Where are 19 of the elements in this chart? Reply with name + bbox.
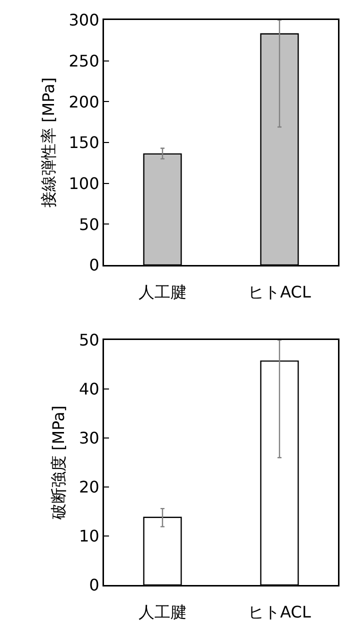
y-tick-label: 0 xyxy=(89,256,100,275)
y-axis-title: 接線弾性率 [MPa] xyxy=(38,77,58,208)
x-tick-label: ヒトACL xyxy=(248,602,311,622)
y-tick-label: 50 xyxy=(78,330,100,350)
y-tick-label: 0 xyxy=(89,576,100,595)
y-tick-label: 150 xyxy=(68,133,100,152)
x-tick-label: 人工腱 xyxy=(138,602,186,622)
y-axis-title: 破断強度 [MPa] xyxy=(49,405,68,521)
y-tick-label: 200 xyxy=(68,92,100,112)
y-tick-label: 50 xyxy=(78,214,100,234)
y-tick-label: 10 xyxy=(78,526,100,546)
y-tick-label: 100 xyxy=(68,174,100,193)
y-tick-label: 250 xyxy=(68,51,100,70)
y-tick-label: 40 xyxy=(78,380,100,399)
y-tick-label: 30 xyxy=(78,428,100,448)
x-tick-label: ヒトACL xyxy=(248,282,311,302)
x-tick-label: 人工腱 xyxy=(138,282,186,302)
y-tick-label: 20 xyxy=(78,478,100,497)
y-tick-label: 300 xyxy=(68,10,100,30)
